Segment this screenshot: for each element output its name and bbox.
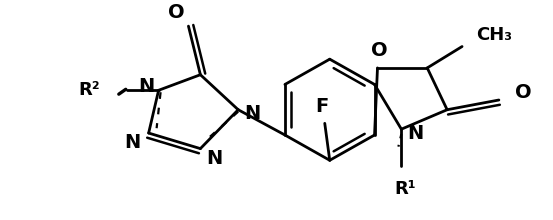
Text: O: O xyxy=(371,41,388,60)
Text: N: N xyxy=(139,77,155,96)
Text: O: O xyxy=(168,3,185,22)
Text: F: F xyxy=(315,97,328,116)
Text: N: N xyxy=(244,104,260,123)
Text: N: N xyxy=(124,133,141,152)
Text: N: N xyxy=(407,124,424,143)
Text: R¹: R¹ xyxy=(394,180,416,198)
Text: R²: R² xyxy=(78,81,100,99)
Text: O: O xyxy=(515,83,532,102)
Text: N: N xyxy=(206,149,222,168)
Text: CH₃: CH₃ xyxy=(476,26,512,44)
